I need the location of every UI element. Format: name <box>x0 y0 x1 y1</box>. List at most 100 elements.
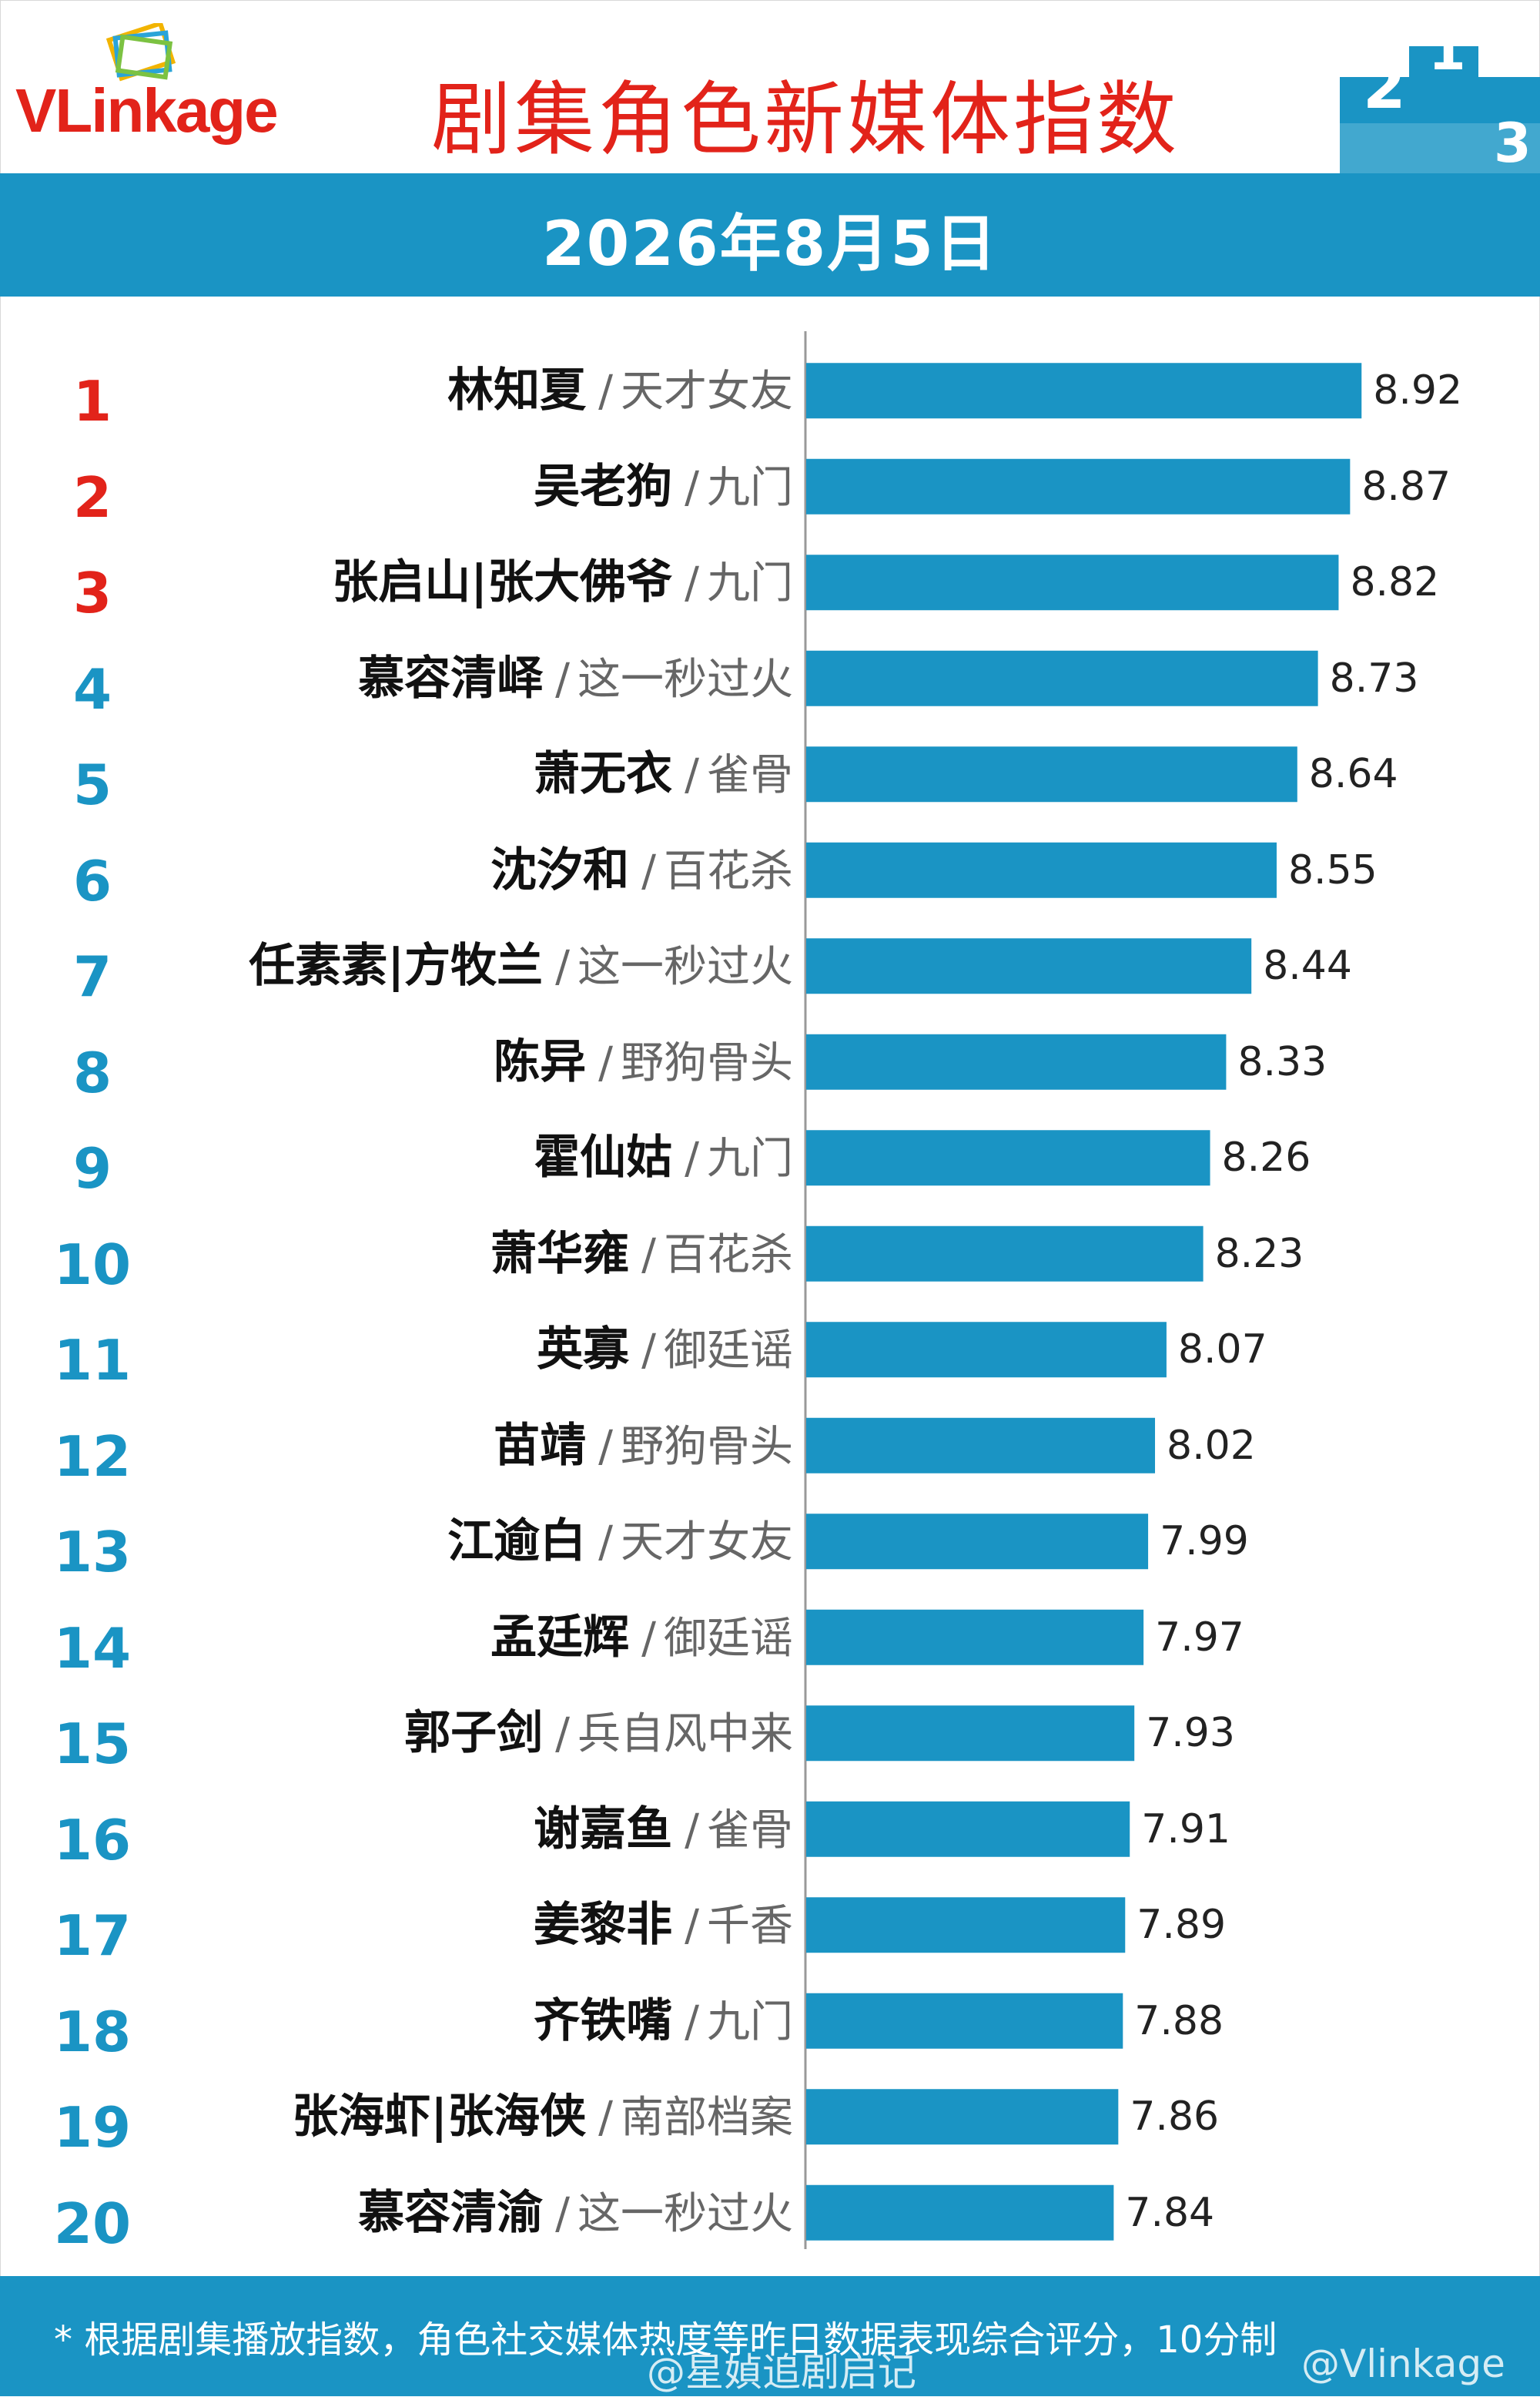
character-name: 苗靖 <box>494 1418 587 1473</box>
character-name: 陈异 <box>494 1034 587 1089</box>
separator: / <box>555 942 570 993</box>
value-label: 8.92 <box>1373 367 1463 414</box>
bar-rank-7 <box>806 938 1252 994</box>
bar-rank-6 <box>806 842 1277 898</box>
rank-number: 7 <box>72 944 112 1010</box>
rank-number: 1 <box>72 369 112 434</box>
row-label: 张海虾|张海侠 / 南部档案 <box>292 2078 793 2155</box>
bar-rank-11 <box>806 1322 1167 1378</box>
character-name: 慕容清渝 <box>358 2185 544 2240</box>
rank-number: 9 <box>72 1136 112 1202</box>
character-name: 萧无衣 <box>534 747 673 802</box>
separator: / <box>685 1996 699 2047</box>
separator: / <box>555 654 570 705</box>
drama-name: 九门 <box>707 558 793 609</box>
bar-rank-9 <box>806 1130 1210 1186</box>
logo-cards-icon <box>105 23 176 82</box>
row-label: 慕容清渝 / 这一秒过火 <box>358 2174 793 2251</box>
row-label: 郭子剑 / 兵自风中来 <box>404 1695 793 1772</box>
rank-number: 14 <box>53 1615 132 1681</box>
value-label: 8.64 <box>1308 751 1398 798</box>
row-label: 陈异 / 野狗骨头 <box>494 1024 793 1101</box>
drama-name: 这一秒过火 <box>578 2188 793 2239</box>
separator: / <box>685 462 699 513</box>
value-label: 7.93 <box>1146 1710 1235 1757</box>
podium-rank-1: 1 <box>1428 23 1466 82</box>
date-banner <box>0 173 1540 297</box>
separator: / <box>598 1421 613 1472</box>
rank-number: 17 <box>53 1903 132 1969</box>
bar-rank-17 <box>806 1897 1126 1953</box>
separator: / <box>685 1134 699 1185</box>
character-name: 江逾白 <box>447 1514 587 1569</box>
rank-number: 16 <box>53 1807 132 1872</box>
rank-number: 11 <box>53 1328 132 1393</box>
bar-rank-10 <box>806 1225 1204 1282</box>
separator: / <box>685 1805 699 1856</box>
value-label: 8.23 <box>1214 1230 1304 1277</box>
weibo-watermark-left: @星媜追剧启记 <box>647 2350 916 2395</box>
character-name: 张海虾|张海侠 <box>292 2090 587 2144</box>
character-name: 任素素|方牧兰 <box>249 939 544 994</box>
character-name: 姜黎非 <box>534 1898 673 1953</box>
value-label: 8.55 <box>1287 846 1378 893</box>
character-name: 谢嘉鱼 <box>534 1802 673 1856</box>
value-label: 8.73 <box>1329 655 1419 702</box>
rank-number: 15 <box>53 1711 132 1777</box>
rank-number: 8 <box>72 1040 112 1105</box>
drama-name: 九门 <box>707 1996 793 2047</box>
row-label: 江逾白 / 天才女友 <box>447 1503 793 1580</box>
bar-rank-5 <box>806 746 1297 803</box>
value-label: 8.26 <box>1221 1135 1311 1182</box>
row-label: 林知夏 / 天才女友 <box>447 352 793 429</box>
rank-number: 3 <box>72 561 112 626</box>
rank-number: 10 <box>53 1232 132 1297</box>
bar-rank-20 <box>806 2184 1114 2241</box>
value-label: 8.33 <box>1237 1038 1327 1085</box>
rank-number: 18 <box>53 1999 132 2064</box>
rank-number: 13 <box>53 1520 132 1585</box>
rank-number: 2 <box>72 464 112 530</box>
rank-number: 20 <box>53 2191 132 2256</box>
separator: / <box>598 367 613 417</box>
separator: / <box>598 1038 613 1088</box>
separator: / <box>598 2093 613 2144</box>
value-label: 7.84 <box>1125 2189 1215 2236</box>
row-label: 英寡 / 御廷谣 <box>537 1311 793 1388</box>
chart-date: 2026年8月5日 <box>542 208 998 280</box>
footnote: * 根据剧集播放指数，角色社交媒体热度等昨日数据表现综合评分，10分制 <box>54 2318 1277 2362</box>
drama-name: 百花杀 <box>664 846 793 897</box>
value-label: 7.91 <box>1141 1805 1231 1852</box>
character-name: 慕容清峄 <box>358 651 544 706</box>
bar-rank-16 <box>806 1801 1130 1857</box>
separator: / <box>685 750 699 801</box>
drama-name: 御廷谣 <box>664 1613 793 1664</box>
drama-name: 御廷谣 <box>664 1326 793 1376</box>
character-name: 张启山|张大佛爷 <box>332 555 673 610</box>
rank-number: 5 <box>72 753 112 818</box>
bar-rank-18 <box>806 1993 1123 2049</box>
separator: / <box>641 1326 656 1376</box>
drama-name: 野狗骨头 <box>621 1038 793 1088</box>
bar-rank-14 <box>806 1609 1144 1665</box>
separator: / <box>641 1613 656 1664</box>
rank-number: 19 <box>53 2095 132 2161</box>
footer-bar <box>0 2276 1540 2396</box>
drama-name: 兵自风中来 <box>578 1709 793 1760</box>
value-label: 7.88 <box>1134 1997 1224 2044</box>
separator: / <box>641 1229 656 1280</box>
separator: / <box>641 846 656 897</box>
drama-name: 千香 <box>707 1901 793 1952</box>
row-label: 齐铁嘴 / 九门 <box>534 1983 793 2060</box>
bar-rank-1 <box>806 363 1362 419</box>
character-name: 沈汐和 <box>490 843 630 897</box>
drama-name: 南部档案 <box>621 2093 793 2144</box>
logo-text: VLinkage <box>15 76 279 145</box>
drama-name: 这一秒过火 <box>578 942 793 993</box>
row-label: 萧无衣 / 雀骨 <box>534 736 793 813</box>
character-name: 英寡 <box>537 1323 630 1377</box>
drama-name: 天才女友 <box>621 1517 793 1568</box>
row-label: 萧华雍 / 百花杀 <box>490 1215 793 1292</box>
separator: / <box>598 1517 613 1568</box>
